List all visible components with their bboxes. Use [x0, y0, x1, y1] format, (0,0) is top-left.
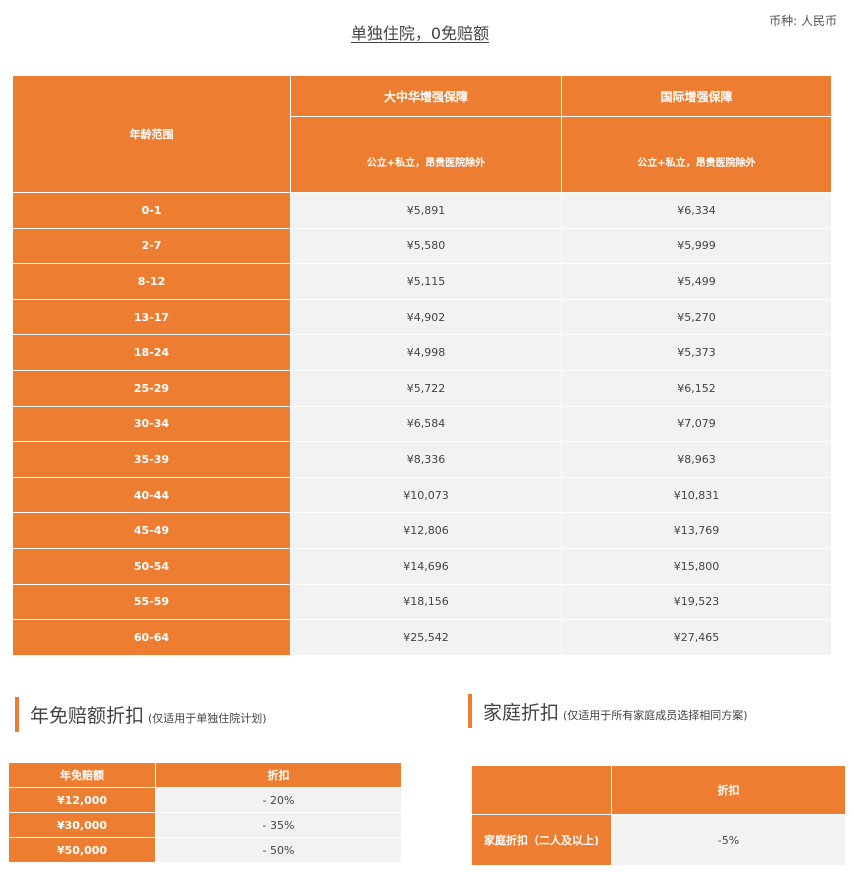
header-cell: 年免赔额 — [8, 762, 156, 788]
value-cell: ¥7,079 — [561, 405, 832, 443]
row-label: 50-54 — [12, 547, 291, 585]
premium-table: 年龄范围 大中华增强保障 国际增强保障 公立+私立，昂贵医院除外 公立+私立，昂… — [12, 75, 832, 656]
header-cell — [471, 765, 612, 815]
table-row: 18-24 ¥4,998 ¥5,373 — [12, 334, 832, 371]
value-cell: ¥5,580 — [290, 227, 562, 265]
row-label: 2-7 — [12, 227, 291, 265]
deductible-heading: 年免赔额折扣 (仅适用于单独住院计划) — [15, 697, 267, 732]
header-cell: 折扣 — [155, 762, 402, 788]
value-cell: ¥6,584 — [290, 405, 562, 443]
family-label: 家庭折扣（二人及以上) — [471, 814, 612, 866]
value-cell: ¥6,152 — [561, 369, 832, 407]
value-cell: ¥8,963 — [561, 441, 832, 478]
row-label: 40-44 — [12, 476, 291, 514]
row-label: 0-1 — [12, 192, 291, 229]
heading-text: 年免赔额折扣 — [30, 705, 145, 727]
row-label: 55-59 — [12, 583, 291, 621]
value-cell: ¥15,800 — [561, 547, 832, 585]
family-value: -5% — [611, 814, 846, 866]
value-cell: ¥4,902 — [290, 298, 562, 336]
value-cell: ¥14,696 — [290, 547, 562, 585]
value-cell: - 50% — [155, 837, 402, 863]
family-table: 折扣 家庭折扣（二人及以上) -5% — [471, 765, 846, 866]
deductible-table: 年免赔额 折扣 ¥12,000- 20% ¥30,000- 35% ¥50,000- … — [8, 762, 402, 863]
heading-note: (仅适用于单独住院计划) — [148, 712, 267, 725]
value-cell: ¥5,722 — [290, 369, 562, 407]
value-cell: ¥6,334 — [561, 192, 832, 229]
row-label: 25-29 — [12, 369, 291, 407]
plan-desc: 公立+私立，昂贵医院除外 — [290, 116, 562, 193]
table-row: 55-59 ¥18,156 ¥19,523 — [12, 583, 832, 621]
value-cell: ¥27,465 — [561, 619, 832, 656]
table-row: 45-49 ¥12,806 ¥13,769 — [12, 512, 832, 549]
table-row: 40-44 ¥10,073 ¥10,831 — [12, 476, 832, 514]
plan-header: 大中华增强保障 — [290, 75, 562, 117]
table-row: 50-54 ¥14,696 ¥15,800 — [12, 547, 832, 585]
row-label: 13-17 — [12, 298, 291, 336]
table-row: 8-12 ¥5,115 ¥5,499 — [12, 263, 832, 300]
heading-text: 家庭折扣 — [483, 702, 560, 724]
value-cell: ¥13,769 — [561, 512, 832, 549]
value-cell: ¥10,831 — [561, 476, 832, 514]
value-cell: - 35% — [155, 812, 402, 838]
table-row: ¥50,000- 50% — [8, 837, 402, 863]
currency-label: 币种: 人民币 — [769, 14, 837, 28]
value-cell: ¥18,156 — [290, 583, 562, 621]
value-cell: ¥5,373 — [561, 334, 832, 371]
row-label: 45-49 — [12, 512, 291, 549]
row-label: ¥12,000 — [8, 787, 156, 813]
value-cell: ¥5,270 — [561, 298, 832, 336]
table-row: 30-34 ¥6,584 ¥7,079 — [12, 405, 832, 443]
page-title: 单独住院，0免赔额 — [0, 20, 840, 44]
family-heading: 家庭折扣 (仅适用于所有家庭成员选择相同方案) — [468, 694, 748, 728]
value-cell: - 20% — [155, 787, 402, 813]
table-row: 25-29 ¥5,722 ¥6,152 — [12, 369, 832, 407]
row-label: 18-24 — [12, 334, 291, 371]
value-cell: ¥8,336 — [290, 441, 562, 478]
header-cell: 折扣 — [611, 765, 846, 815]
heading-note: (仅适用于所有家庭成员选择相同方案) — [563, 709, 748, 722]
row-label: 8-12 — [12, 263, 291, 300]
table-row: 60-64 ¥25,542 ¥27,465 — [12, 619, 832, 656]
age-header: 年龄范围 — [12, 75, 291, 193]
table-row: 13-17 ¥4,902 ¥5,270 — [12, 298, 832, 336]
value-cell: ¥5,999 — [561, 227, 832, 265]
value-cell: ¥19,523 — [561, 583, 832, 621]
table-row: ¥30,000- 35% — [8, 812, 402, 838]
row-label: 60-64 — [12, 619, 291, 656]
value-cell: ¥10,073 — [290, 476, 562, 514]
row-label: 30-34 — [12, 405, 291, 443]
plan-header: 国际增强保障 — [561, 75, 832, 117]
value-cell: ¥4,998 — [290, 334, 562, 371]
table-row: 0-1 ¥5,891 ¥6,334 — [12, 192, 832, 229]
row-label: ¥30,000 — [8, 812, 156, 838]
value-cell: ¥5,499 — [561, 263, 832, 300]
table-row: ¥12,000- 20% — [8, 787, 402, 813]
value-cell: ¥5,891 — [290, 192, 562, 229]
value-cell: ¥25,542 — [290, 619, 562, 656]
row-label: ¥50,000 — [8, 837, 156, 863]
value-cell: ¥5,115 — [290, 263, 562, 300]
title-text: 单独住院，0免赔额 — [350, 24, 490, 43]
value-cell: ¥12,806 — [290, 512, 562, 549]
row-label: 35-39 — [12, 441, 291, 478]
table-row: 35-39 ¥8,336 ¥8,963 — [12, 441, 832, 478]
plan-desc: 公立+私立，昂贵医院除外 — [561, 116, 832, 193]
table-row: 2-7 ¥5,580 ¥5,999 — [12, 227, 832, 265]
